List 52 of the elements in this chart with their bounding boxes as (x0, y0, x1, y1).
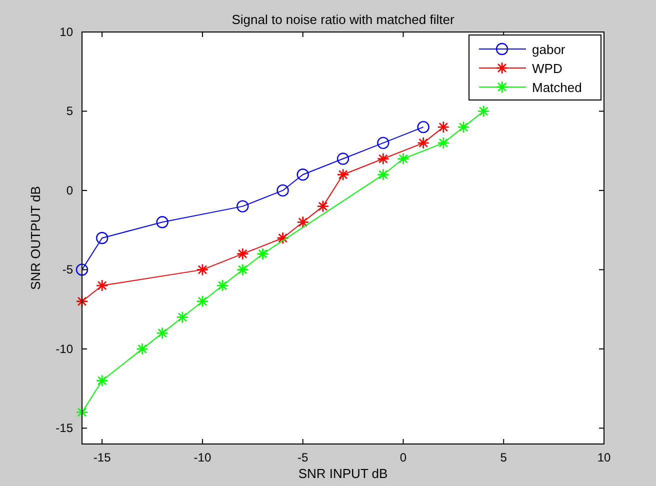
point (437, 136, 450, 150)
point (296, 168, 309, 181)
point (236, 248, 249, 260)
point (276, 184, 289, 197)
point (196, 295, 209, 308)
point (477, 105, 490, 118)
x-tick-label: 0 (400, 450, 407, 465)
point (196, 263, 209, 276)
point (156, 326, 169, 340)
point (417, 136, 430, 150)
point (156, 216, 168, 228)
point (76, 295, 88, 308)
point (96, 232, 108, 244)
x-tick-label: -15 (93, 450, 112, 465)
y-tick-label: 5 (66, 104, 74, 118)
x-tick-label: -5 (298, 450, 309, 465)
point (276, 232, 289, 244)
point (377, 136, 390, 150)
point (136, 342, 148, 356)
chart-title: Signal to noise ratio with matched filter (232, 12, 455, 27)
y-tick-label: 10 (60, 24, 74, 39)
point (316, 200, 330, 213)
y-tick-label: -5 (62, 262, 74, 277)
x-tick-label: -10 (194, 450, 212, 465)
point (256, 248, 269, 260)
point (296, 216, 310, 228)
point (96, 374, 108, 387)
point (336, 168, 350, 181)
point (76, 406, 88, 419)
x-tick-label: 10 (597, 450, 611, 465)
point (376, 152, 390, 165)
legend-label: Matched (532, 80, 582, 95)
y-tick-label: -10 (56, 342, 74, 356)
x-axis-title: SNR INPUT dB (298, 466, 388, 481)
legend-label: gabor (532, 42, 566, 57)
point (437, 120, 450, 134)
point (457, 120, 470, 134)
point (236, 200, 249, 212)
legend-label: WPD (532, 61, 562, 76)
point (176, 311, 189, 324)
point (76, 264, 88, 276)
point (376, 168, 390, 181)
y-tick-label: 0 (66, 183, 74, 198)
y-axis-title: SNR OUTPUT dB (28, 186, 43, 290)
point (417, 120, 430, 134)
point (236, 263, 249, 276)
point (336, 152, 350, 165)
y-tick-label: -15 (56, 420, 74, 435)
x-tick-label: 5 (500, 450, 508, 465)
point (397, 152, 410, 165)
point (96, 279, 108, 292)
point (216, 279, 229, 292)
